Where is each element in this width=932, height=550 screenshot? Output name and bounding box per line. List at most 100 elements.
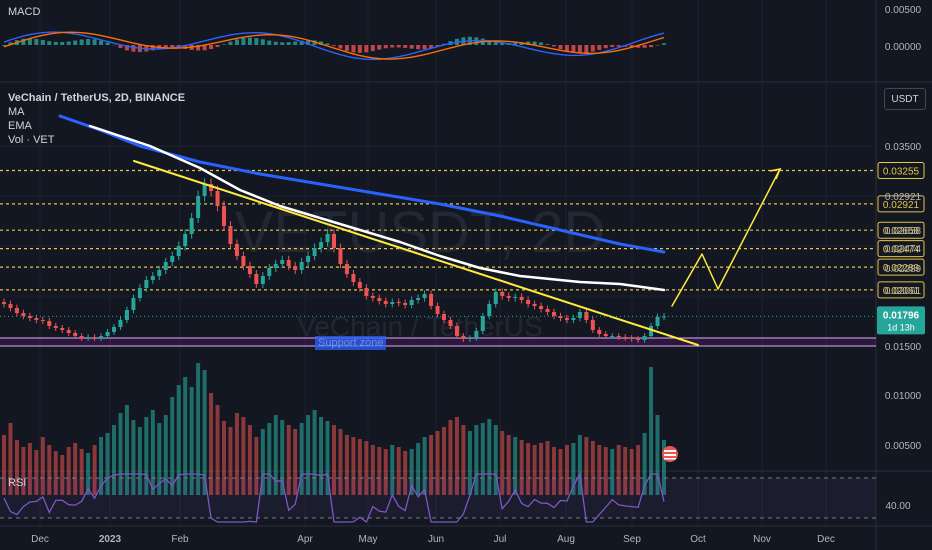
volume-bar-16 (105, 433, 110, 495)
macd-hist-19 (124, 45, 129, 51)
candle-body-2 (14, 308, 19, 313)
candle-body-5 (34, 318, 39, 320)
volume-bar-33 (215, 405, 220, 495)
candlesticks[interactable] (2, 178, 666, 343)
macd-hist-5 (34, 38, 39, 45)
rsi-pane (0, 471, 876, 524)
macd-pane (2, 31, 666, 61)
volume-bars (2, 363, 666, 495)
macd-hist-53 (344, 45, 349, 51)
macd-hist-39 (254, 38, 259, 45)
macd-hist-12 (79, 39, 84, 45)
macd-hist-30 (196, 45, 201, 51)
volume-bar-27 (176, 385, 181, 495)
projection-path[interactable] (671, 167, 782, 307)
macd-hist-10 (66, 41, 71, 45)
macd-hist-57 (370, 45, 375, 52)
macd-hist-11 (73, 40, 78, 45)
candle-body-93 (603, 334, 608, 336)
volume-bar-61 (396, 447, 401, 495)
macd-hist-63 (409, 45, 414, 49)
candle-body-10 (66, 330, 71, 333)
candle-body-74 (480, 316, 485, 331)
volume-bar-55 (357, 439, 362, 495)
macd-hist-40 (260, 39, 265, 45)
price-levels[interactable]: 0.03255 0.02921 0.02658 0.02474 0.02289 0.020… (0, 162, 925, 299)
candle-body-57 (370, 296, 375, 298)
volume-bar-44 (286, 425, 291, 495)
volume-bar-62 (403, 451, 408, 495)
level-tag-3: 0.02474 (877, 240, 925, 258)
volume-bar-98 (636, 445, 641, 495)
candle-body-16 (105, 332, 110, 336)
candle-body-17 (112, 327, 116, 332)
macd-hist-31 (202, 45, 207, 51)
macd-hist-45 (293, 41, 298, 45)
candle-body-75 (487, 304, 492, 316)
candle-body-99 (642, 336, 647, 340)
volume-bar-66 (429, 435, 434, 495)
macd-hist-38 (247, 37, 252, 45)
macd-hist-4 (27, 38, 32, 45)
candle-body-54 (351, 274, 356, 282)
volume-bar-100 (649, 367, 654, 495)
currency-button[interactable]: USDT (884, 88, 926, 110)
indicator-ma[interactable]: MA (8, 106, 25, 118)
volume-bar-96 (623, 447, 628, 495)
flag-icon[interactable] (656, 444, 684, 464)
candle-body-90 (584, 312, 589, 320)
candle-body-18 (118, 320, 123, 327)
volume-bar-35 (228, 427, 233, 495)
candle-body-52 (338, 248, 343, 264)
volume-bar-76 (493, 425, 498, 495)
level-tag-box-5 (877, 281, 925, 299)
candle-body-40 (260, 276, 265, 284)
volume-bar-36 (234, 413, 239, 495)
candle-body-38 (247, 266, 252, 274)
volume-bar-18 (118, 413, 123, 495)
legend-header: VeChain / TetherUS, 2D, BINANCE MA EMA V… (8, 91, 185, 147)
volume-bar-59 (383, 449, 388, 495)
candle-body-7 (47, 321, 52, 326)
projection-polyline (671, 168, 781, 307)
candle-body-50 (325, 234, 330, 242)
volume-bar-45 (293, 429, 298, 495)
volume-bar-60 (390, 445, 395, 495)
candle-body-19 (124, 310, 129, 320)
ma-line[interactable] (58, 114, 666, 254)
macd-hist-26 (170, 45, 175, 48)
candle-body-47 (306, 256, 311, 262)
macd-hist-84 (545, 44, 550, 45)
candle-body-68 (442, 314, 446, 320)
indicator-ema[interactable]: EMA (8, 120, 32, 132)
volume-bar-19 (124, 405, 129, 495)
candle-body-23 (150, 276, 155, 280)
symbol-title[interactable]: VeChain / TetherUS, 2D, BINANCE (8, 92, 186, 104)
indicator-vol[interactable]: Vol · VET (8, 134, 55, 146)
candle-body-58 (377, 298, 382, 301)
macd-hist-15 (99, 40, 104, 45)
candle-body-25 (163, 262, 168, 270)
volume-bar-65 (422, 437, 427, 495)
candle-body-51 (332, 234, 336, 248)
macd-hist-36 (234, 39, 239, 45)
trendline[interactable] (133, 160, 699, 346)
time-tick-8: Sep (623, 534, 641, 545)
volume-bar-7 (47, 445, 52, 495)
macd-hist-94 (610, 45, 615, 48)
candle-body-61 (396, 302, 401, 303)
macd-tick-0: 0.00500 (885, 5, 922, 16)
volume-bar-83 (539, 443, 544, 495)
candle-body-73 (474, 331, 479, 338)
macd-hist-100 (649, 45, 654, 48)
support-zone[interactable] (0, 337, 876, 347)
volume-bar-31 (202, 370, 207, 495)
ema-line[interactable] (88, 124, 666, 292)
price-tick-7: 0.01000 (885, 391, 922, 402)
volume-bar-73 (474, 425, 479, 495)
candle-body-29 (189, 218, 194, 234)
candle-body-34 (222, 206, 226, 226)
volume-bar-28 (183, 377, 188, 495)
